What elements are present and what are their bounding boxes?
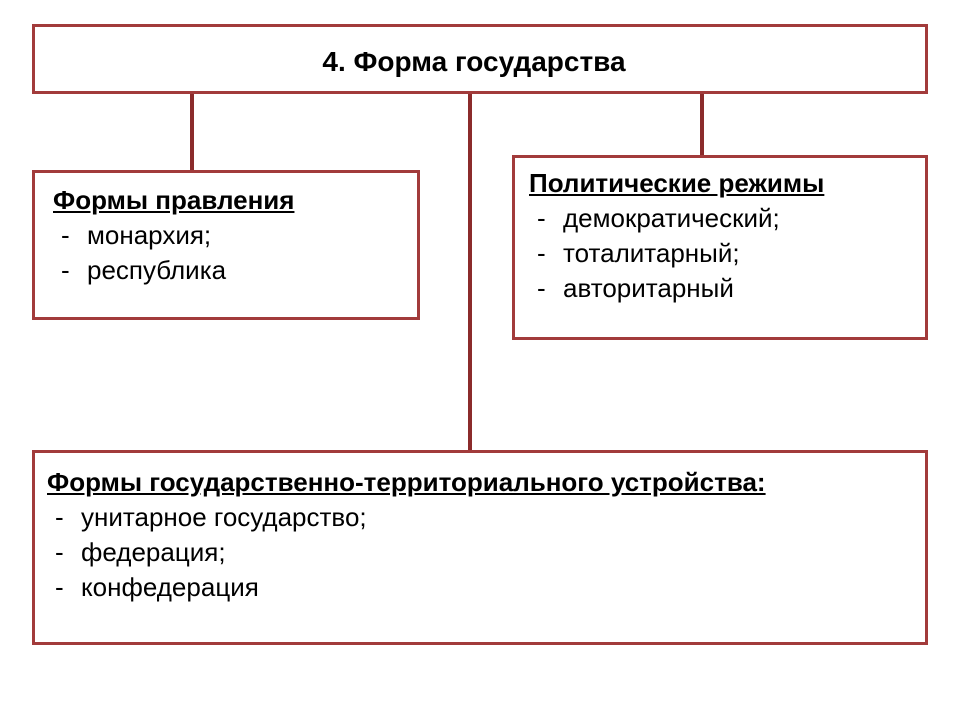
list-item: республика [53,253,405,288]
list-item: демократический; [529,201,913,236]
connector-right [700,94,704,155]
title-text: 4. Форма государства [35,43,913,81]
title-box: 4. Форма государства [32,24,928,94]
diagram-canvas: 4. Форма государства Формы правления мон… [0,0,960,720]
left-box-forms-of-government: Формы правления монархия;республика [32,170,420,320]
bottom-box-heading: Формы государственно-территориального ус… [47,465,913,500]
connector-center [468,94,472,450]
right-box-political-regimes: Политические режимы демократический;тота… [512,155,928,340]
bottom-box-list: унитарное государство;федерация;конфедер… [47,500,913,605]
connector-left [190,94,194,170]
list-item: тоталитарный; [529,236,913,271]
right-box-heading: Политические режимы [529,166,913,201]
right-box-list: демократический;тоталитарный;авторитарны… [529,201,913,306]
list-item: авторитарный [529,271,913,306]
list-item: унитарное государство; [47,500,913,535]
left-box-heading: Формы правления [53,183,405,218]
bottom-box-territorial-structure: Формы государственно-территориального ус… [32,450,928,645]
list-item: монархия; [53,218,405,253]
list-item: федерация; [47,535,913,570]
left-box-list: монархия;республика [53,218,405,288]
list-item: конфедерация [47,570,913,605]
